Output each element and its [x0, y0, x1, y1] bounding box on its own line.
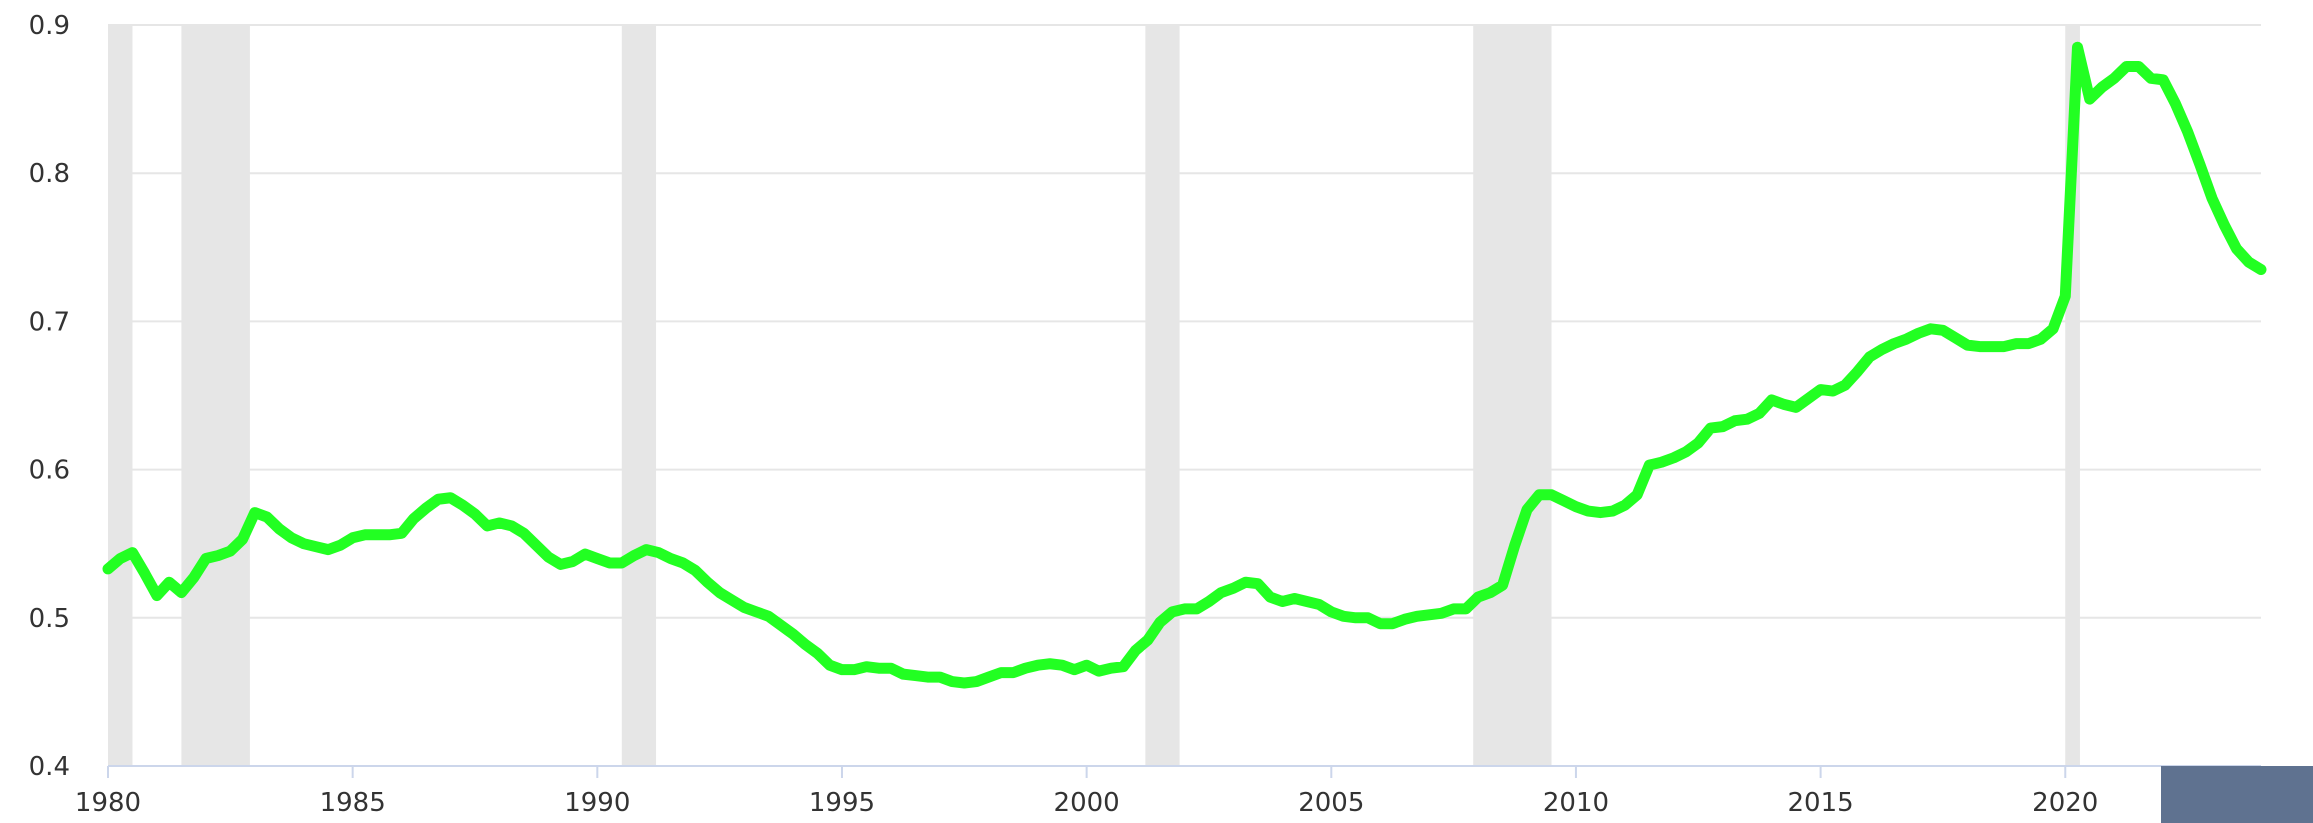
gridlines [108, 24, 2261, 619]
y-tick-label: 0.9 [29, 11, 70, 41]
x-tick-label: 2010 [1543, 788, 1609, 818]
y-tick-label: 0.5 [29, 604, 70, 634]
navigator-handle[interactable] [2161, 766, 2313, 823]
x-tick-label: 2005 [1298, 788, 1364, 818]
recession-band [1145, 25, 1180, 766]
x-tick-label: 1980 [75, 788, 141, 818]
x-tick-label: 1985 [320, 788, 386, 818]
x-tick-label: 2015 [1788, 788, 1854, 818]
recession-band [181, 25, 250, 766]
y-tick-label: 0.4 [29, 752, 70, 782]
recession-band [621, 25, 657, 766]
recession-band [108, 25, 133, 766]
y-tick-label: 0.7 [29, 307, 70, 337]
x-tick-label: 2000 [1054, 788, 1120, 818]
x-tick-label: 1990 [564, 788, 630, 818]
recession-shading [108, 25, 2080, 766]
x-axis [107, 765, 2261, 778]
recession-band [1473, 25, 1552, 766]
y-tick-label: 0.6 [29, 456, 70, 486]
x-tick-label: 2020 [2032, 788, 2098, 818]
y-axis-tick-labels: 0.4 0.5 0.6 0.7 0.8 0.9 [29, 11, 70, 782]
series-layer [102, 41, 2267, 689]
x-axis-tick-labels: 1980 1985 1990 1995 2000 2005 2010 2015 2020 [75, 788, 2098, 818]
series-line [102, 41, 2267, 689]
y-tick-label: 0.8 [29, 159, 70, 189]
x-tick-label: 1995 [809, 788, 875, 818]
